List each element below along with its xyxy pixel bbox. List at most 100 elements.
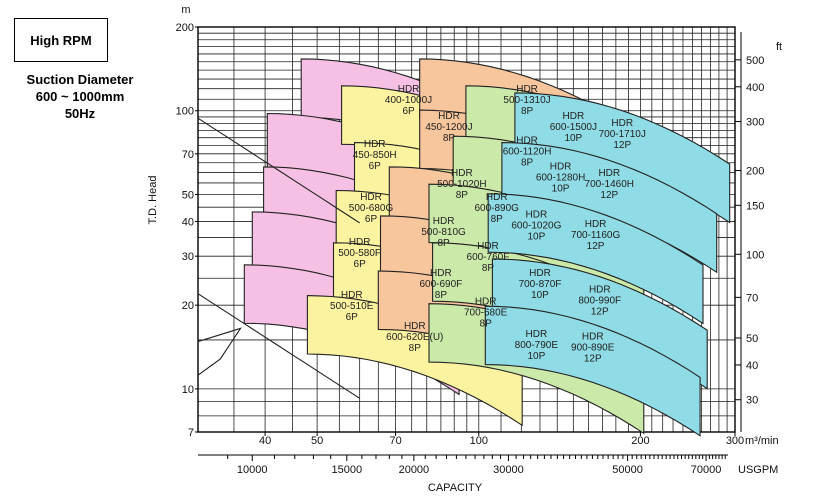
y-unit-label: m (181, 4, 190, 16)
y-tick-label: 7 (188, 427, 194, 439)
pump-label-8-1: 600-690F (419, 279, 462, 290)
y-tick-label: 100 (176, 106, 194, 118)
x-unit-label: m³/min (745, 435, 779, 447)
x-axis-title: CAPACITY (428, 482, 483, 494)
pump-label-4-1: 500-510E (330, 301, 374, 312)
pump-label-7-2: 8P (437, 238, 450, 249)
y2-tick-label: 400 (746, 82, 764, 94)
x-tick-label: 100 (470, 435, 488, 447)
pump-label-1-1: 450-850H (353, 150, 397, 161)
y2-tick-label: 70 (746, 292, 758, 304)
pump-label-11-2: 8P (521, 157, 534, 168)
pump-label-9-0: HDR (404, 321, 426, 332)
pump-label-23-0: HDR (589, 284, 611, 295)
pump-label-12-2: 8P (491, 214, 504, 225)
x-tick-label: 300 (726, 435, 744, 447)
pump-label-13-0: HDR (477, 241, 499, 252)
high-rpm-badge: High RPM (14, 18, 108, 62)
pump-labels: HDR400-1000J6PHDR450-850H6PHDR500-680G6P… (330, 84, 646, 364)
x2-tick-label: 50000 (612, 464, 643, 476)
y2-tick-label: 40 (746, 360, 758, 372)
y-tick-label: 20 (182, 300, 194, 312)
pump-label-7-0: HDR (433, 216, 455, 227)
pump-label-8-0: HDR (430, 268, 452, 279)
pump-label-10-0: HDR (516, 84, 538, 95)
pump-label-24-1: 900-890E (571, 343, 615, 354)
pump-label-16-1: 600-1280H (536, 173, 585, 184)
x-tick-label: 50 (311, 435, 323, 447)
x-tick-label: 40 (259, 435, 271, 447)
high-rpm-label: High RPM (30, 32, 92, 48)
x2-tick-label: 10000 (237, 464, 268, 476)
x2-unit-label: USGPM (738, 464, 778, 476)
pump-label-21-0: HDR (598, 168, 620, 179)
pump-label-6-0: HDR (451, 168, 473, 179)
x-tick-label: 70 (389, 435, 401, 447)
left-edge-curve-0 (197, 117, 360, 224)
pump-label-2-0: HDR (360, 192, 382, 203)
pump-label-19-2: 10P (527, 351, 545, 362)
spec-block: Suction Diameter 600 ~ 1000mm 50Hz (10, 71, 150, 122)
left-edge-curve-1 (197, 293, 360, 399)
pump-label-10-1: 500-1310J (503, 95, 550, 106)
pump-regions (243, 58, 731, 437)
pump-label-5-1: 450-1200J (425, 122, 472, 133)
pump-label-22-2: 12P (587, 241, 605, 252)
pump-label-17-2: 10P (527, 231, 545, 242)
y2-tick-label: 100 (746, 249, 764, 261)
pump-label-11-0: HDR (516, 135, 538, 146)
left-edge-curves (197, 117, 360, 399)
pump-label-19-1: 800-790E (515, 340, 559, 351)
left-edge-notch (197, 327, 242, 376)
pump-label-23-1: 800-990F (578, 295, 621, 306)
pump-label-20-0: HDR (611, 118, 633, 129)
pump-label-1-2: 6P (369, 161, 382, 172)
pump-label-5-0: HDR (438, 111, 460, 122)
pump-label-24-2: 12P (584, 354, 602, 365)
y2-tick-label: 150 (746, 200, 764, 212)
pump-label-9-1: 600-620E(U) (386, 332, 443, 343)
pump-label-17-1: 600-1020G (511, 220, 561, 231)
plot-frame (197, 26, 736, 433)
pump-label-18-0: HDR (529, 268, 551, 279)
pump-label-17-0: HDR (526, 209, 548, 220)
pump-label-23-2: 12P (591, 306, 609, 317)
pump-label-4-2: 6P (346, 312, 359, 323)
pump-label-18-1: 700-870F (519, 279, 562, 290)
pump-label-21-1: 700-1460H (585, 179, 634, 190)
pump-label-19-0: HDR (526, 329, 548, 340)
diameter-range-label: 600 ~ 1000mm (35, 89, 125, 104)
pump-label-22-1: 700-1160G (571, 230, 621, 241)
y-tick-label: 50 (182, 189, 194, 201)
y-tick-label: 70 (182, 149, 194, 161)
pump-label-14-0: HDR (475, 296, 497, 307)
pump-label-13-1: 600-760F (467, 252, 510, 263)
pump-label-14-1: 700-680E (464, 307, 508, 318)
x2-tick-label: 70000 (691, 464, 722, 476)
y2-tick-label: 500 (746, 55, 764, 67)
pump-label-6-1: 500-1020H (437, 179, 486, 190)
pump-label-1-0: HDR (364, 139, 386, 150)
y2-unit-label: ft (776, 41, 782, 53)
pump-label-21-2: 12P (600, 190, 618, 201)
frequency-label: 50Hz (64, 106, 96, 121)
pump-label-2-1: 500-680G (349, 203, 394, 214)
pump-label-10-2: 8P (521, 106, 534, 117)
x2-tick-label: 15000 (331, 464, 362, 476)
y-tick-label: 10 (182, 384, 194, 396)
pump-label-24-0: HDR (582, 332, 604, 343)
y2-tick-label: 300 (746, 117, 764, 129)
pump-label-3-0: HDR (349, 237, 371, 248)
pump-label-0-0: HDR (398, 84, 420, 95)
pump-label-4-0: HDR (341, 290, 363, 301)
pump-label-20-2: 12P (613, 140, 631, 151)
y-tick-label: 30 (182, 251, 194, 263)
pump-label-16-2: 10P (552, 184, 570, 195)
pump-region-24 (484, 305, 701, 437)
pump-label-20-1: 700-1710J (599, 129, 646, 140)
pump-label-15-0: HDR (563, 111, 585, 122)
pump-label-3-1: 500-580F (338, 248, 381, 259)
pump-region-22 (487, 193, 704, 325)
pump-label-13-2: 8P (482, 263, 495, 274)
pump-label-18-2: 10P (531, 290, 549, 301)
